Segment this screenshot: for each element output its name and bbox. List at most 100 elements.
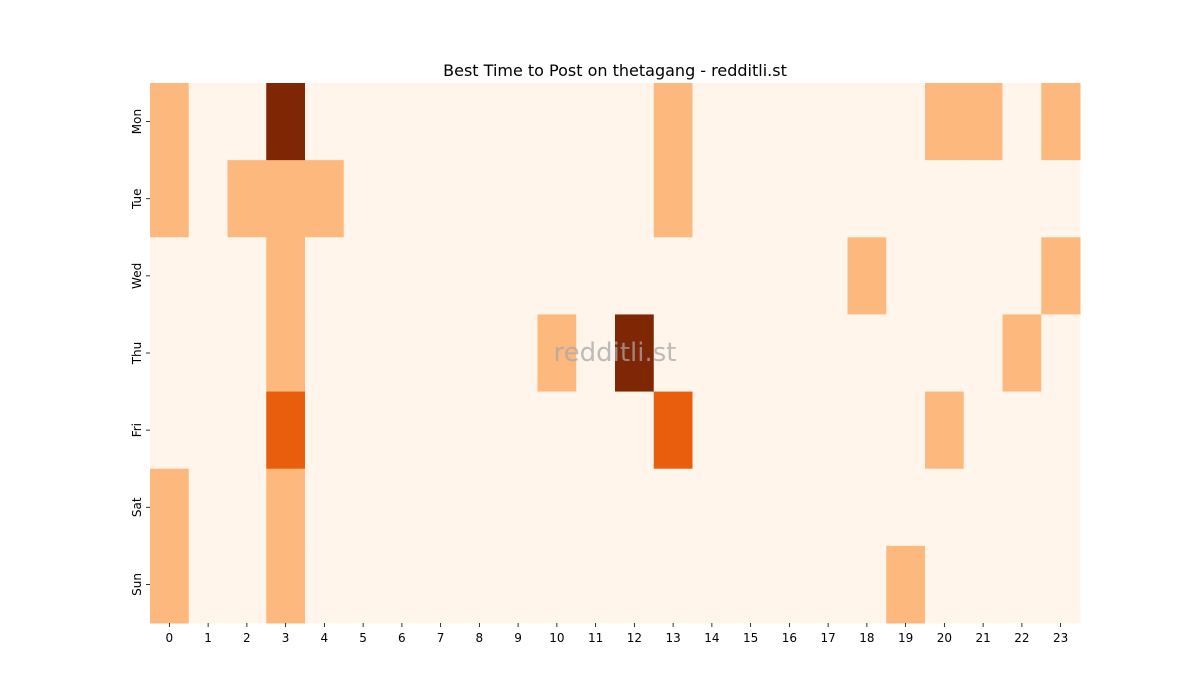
heatmap-cell-sun-1 [188, 545, 228, 624]
heatmap-cell-wed-4 [305, 237, 345, 315]
heatmap-cell-wed-13 [653, 237, 693, 315]
x-axis: 0 1 2 3 4 5 6 7 8 9 10 11 12 13 14 15 16 17 18 19 20 21 22 23 [166, 623, 1068, 645]
heatmap-cell-sat-11 [576, 468, 616, 547]
heatmap-cell-thu-3 [266, 314, 306, 393]
heatmap-cell-tue-4 [305, 160, 345, 238]
heatmap-cell-tue-20 [925, 160, 965, 238]
heatmap-cell-sat-12 [615, 468, 655, 547]
heatmap-cell-sun-18 [847, 545, 887, 624]
heatmap-cell-wed-22 [1002, 237, 1042, 315]
heatmap-cell-sun-13 [653, 545, 693, 624]
y-tick-label: Sat [130, 497, 144, 517]
heatmap-cell-sat-10 [537, 468, 577, 547]
heatmap-cell-sat-6 [382, 468, 422, 547]
heatmap-cell-fri-0 [150, 391, 190, 470]
heatmap-cell-fri-13 [653, 391, 693, 470]
heatmap-cell-wed-8 [460, 237, 500, 315]
heatmap-cell-tue-19 [886, 160, 926, 238]
heatmap-cell-mon-21 [963, 83, 1003, 161]
heatmap-cell-thu-15 [731, 314, 771, 393]
heatmap-cell-wed-12 [615, 237, 655, 315]
heatmap-cell-fri-6 [382, 391, 422, 470]
heatmap-cell-sun-19 [886, 545, 926, 624]
heatmap-cell-tue-3 [266, 160, 306, 238]
heatmap-cell-fri-7 [421, 391, 461, 470]
heatmap-cell-sun-3 [266, 545, 306, 624]
y-tick-label: Fri [130, 423, 144, 437]
heatmap-cell-sun-20 [925, 545, 965, 624]
x-tick-label: 12 [627, 631, 642, 645]
heatmap-cell-mon-3 [266, 83, 306, 161]
heatmap-cell-wed-18 [847, 237, 887, 315]
heatmap-cell-sun-22 [1002, 545, 1042, 624]
heatmap-cell-fri-12 [615, 391, 655, 470]
heatmap-cell-thu-11 [576, 314, 616, 393]
y-tick-label: Wed [130, 263, 144, 289]
x-tick-label: 6 [398, 631, 406, 645]
heatmap-cell-mon-12 [615, 83, 655, 161]
y-tick-label: Thu [130, 342, 144, 366]
heatmap-cell-sat-4 [305, 468, 345, 547]
heatmap-cell-tue-6 [382, 160, 422, 238]
heatmap-cell-wed-19 [886, 237, 926, 315]
heatmap-cell-mon-15 [731, 83, 771, 161]
heatmap-cell-sat-2 [227, 468, 267, 547]
heatmap-cell-mon-14 [692, 83, 732, 161]
heatmap-cell-thu-9 [498, 314, 538, 393]
heatmap-cell-tue-22 [1002, 160, 1042, 238]
heatmap-cell-thu-16 [770, 314, 810, 393]
heatmap-cell-sun-17 [808, 545, 848, 624]
heatmap-cell-tue-18 [847, 160, 887, 238]
x-tick-label: 18 [859, 631, 874, 645]
heatmap-cell-sat-1 [188, 468, 228, 547]
y-tick-label: Tue [130, 188, 144, 210]
heatmap-cell-thu-5 [343, 314, 383, 393]
heatmap-cell-fri-2 [227, 391, 267, 470]
heatmap-cell-fri-8 [460, 391, 500, 470]
x-tick-label: 11 [588, 631, 603, 645]
heatmap-cell-sun-7 [421, 545, 461, 624]
heatmap-cell-wed-15 [731, 237, 771, 315]
heatmap-cell-thu-2 [227, 314, 267, 393]
heatmap-cell-sat-0 [150, 468, 190, 547]
heatmap-cell-mon-17 [808, 83, 848, 161]
heatmap-cell-fri-20 [925, 391, 965, 470]
heatmap-cell-sat-20 [925, 468, 965, 547]
heatmap-cell-fri-5 [343, 391, 383, 470]
x-tick-label: 0 [166, 631, 174, 645]
heatmap-cell-sat-19 [886, 468, 926, 547]
heatmap-cell-fri-19 [886, 391, 926, 470]
heatmap-cell-wed-3 [266, 237, 306, 315]
heatmap-cell-sun-23 [1041, 545, 1081, 624]
heatmap-cell-wed-5 [343, 237, 383, 315]
heatmap-cell-thu-22 [1002, 314, 1042, 393]
x-tick-label: 22 [1014, 631, 1029, 645]
heatmap-cell-tue-10 [537, 160, 577, 238]
x-tick-label: 5 [359, 631, 367, 645]
heatmap-cell-thu-1 [188, 314, 228, 393]
heatmap-cell-mon-18 [847, 83, 887, 161]
heatmap-cell-mon-20 [925, 83, 965, 161]
x-tick-label: 4 [321, 631, 329, 645]
heatmap-cell-sat-5 [343, 468, 383, 547]
heatmap-cell-sun-21 [963, 545, 1003, 624]
heatmap-cell-thu-17 [808, 314, 848, 393]
heatmap-cell-sun-5 [343, 545, 383, 624]
heatmap-cell-tue-11 [576, 160, 616, 238]
heatmap-cell-sun-2 [227, 545, 267, 624]
heatmap-cell-wed-20 [925, 237, 965, 315]
heatmap-cell-sun-9 [498, 545, 538, 624]
heatmap-cell-fri-18 [847, 391, 887, 470]
heatmap-cell-sat-7 [421, 468, 461, 547]
heatmap-cell-sun-4 [305, 545, 345, 624]
heatmap-cell-thu-18 [847, 314, 887, 393]
heatmap-cell-tue-0 [150, 160, 190, 238]
heatmap-cell-wed-2 [227, 237, 267, 315]
heatmap-cell-wed-7 [421, 237, 461, 315]
heatmap-cell-fri-11 [576, 391, 616, 470]
heatmap-cell-wed-6 [382, 237, 422, 315]
heatmap-cell-mon-7 [421, 83, 461, 161]
heatmap-cell-wed-10 [537, 237, 577, 315]
heatmap-cell-fri-9 [498, 391, 538, 470]
